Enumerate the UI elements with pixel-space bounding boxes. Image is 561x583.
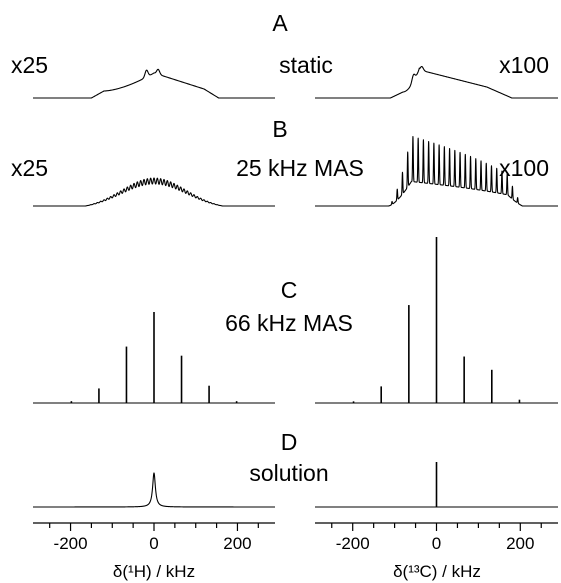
x-axis-c13: -200 0 200 xyxy=(315,522,558,553)
tick-label: 200 xyxy=(506,534,534,553)
panel-B-left-scale: x25 xyxy=(11,155,48,181)
static-c13-spectrum xyxy=(314,65,559,99)
panel-D-label: solution xyxy=(249,460,328,486)
tick-label: 200 xyxy=(223,534,251,553)
panel-B-label: 25 kHz MAS xyxy=(236,155,364,181)
tick-label: 0 xyxy=(432,534,441,553)
tick-label: -200 xyxy=(336,534,370,553)
panel-A-left-scale: x25 xyxy=(11,52,48,78)
x-axis-h1: -200 0 200 xyxy=(33,522,275,553)
solution-h1-spectrum xyxy=(32,472,276,508)
panel-C-label: 66 kHz MAS xyxy=(225,310,353,336)
tick-label: -200 xyxy=(54,534,88,553)
panel-A-right-scale: x100 xyxy=(499,52,549,78)
panel-D-letter: D xyxy=(281,429,298,455)
x-axis-c13-label: δ(¹³C) / kHz xyxy=(393,562,481,581)
spectra-group xyxy=(32,65,559,508)
mas25-c13-spectrum xyxy=(314,135,559,207)
panel-A-letter: A xyxy=(272,10,288,36)
panel-B-letter: B xyxy=(272,116,287,142)
tick-label: 0 xyxy=(149,534,158,553)
panel-C-letter: C xyxy=(281,277,298,303)
mas25-h1-spectrum xyxy=(32,177,276,207)
static-h1-spectrum xyxy=(32,68,276,99)
panel-A-label: static xyxy=(279,52,333,78)
x-axis-h1-label: δ(¹H) / kHz xyxy=(113,562,195,581)
